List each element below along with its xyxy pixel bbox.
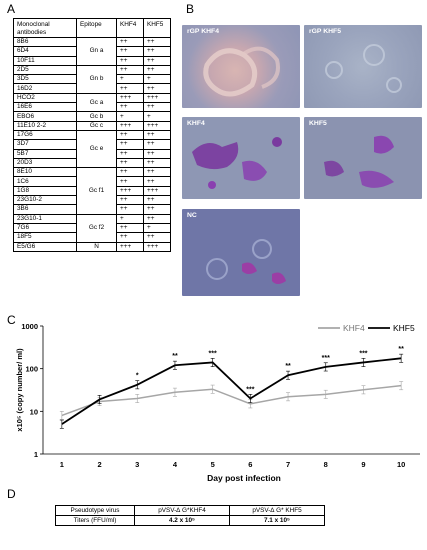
y-tick-label: 1000 (21, 322, 38, 331)
table-row: EBO6 Gc b + + (13, 111, 171, 122)
table-row: 17G6 Gc e ++ ++ (13, 129, 171, 169)
x-tick-label: 7 (286, 460, 290, 469)
x-tick-label: 5 (211, 460, 215, 469)
cell-texture (325, 44, 402, 93)
x-tick-label: 3 (135, 460, 139, 469)
antibody-epitope-table: Monoclonal antibodies Epitope KHF4 KHF5 … (13, 18, 171, 252)
panel-label-a: A (7, 2, 16, 16)
y-tick-label: 10 (30, 407, 38, 416)
micrograph-label: KHF5 (309, 120, 327, 127)
epitope-cell: Gn a (76, 37, 117, 66)
micrograph-label: rGP KHF5 (309, 28, 341, 35)
x-tick-label: 6 (248, 460, 252, 469)
significance-mark: *** (322, 355, 330, 362)
titer-label: Titers (FFU/ml) (55, 515, 135, 526)
epitope-cell: Gn b (76, 64, 117, 94)
table-row: HCO2 Gc a +++ +++ (13, 92, 171, 113)
titer-khf4: 4.2 x 10⁵ (134, 515, 230, 526)
table-row: E5/G6 N +++ +++ (13, 241, 171, 252)
table-row: 11E10 2-2 Gc c +++ +++ (13, 120, 171, 131)
epitope-cell: Gc b (76, 111, 117, 122)
epitope-cell: Gc e (76, 129, 117, 169)
epitope-cell: N (76, 241, 117, 252)
significance-mark: *** (209, 350, 217, 357)
titer-khf5: 7.1 x 10⁵ (229, 515, 325, 526)
micrograph-label: NC (187, 212, 197, 219)
table-row: 8B6 Gn a ++ ++ (13, 36, 171, 66)
header-khf5: KHF5 (143, 18, 171, 38)
micrograph-khf4: KHF4 (182, 117, 300, 199)
pseudotype-titer-table: Pseudotype virus pVSV-∆ G*KHF4 pVSV-∆ G*… (55, 505, 325, 526)
epitope-cell: Gc f1 (76, 167, 117, 215)
epitope-cell: Gc a (76, 92, 117, 113)
panel-label-d: D (7, 487, 16, 501)
micrograph-rgp-khf5: rGP KHF5 (304, 25, 422, 108)
table-row: 2D5 Gn b ++ ++ (13, 64, 171, 94)
cell-texture (203, 46, 280, 97)
significance-mark: * (136, 373, 139, 380)
x-tick-label: 8 (324, 460, 328, 469)
header-khf4: KHF4 (116, 18, 144, 38)
table-row: 8E10 Gc f1 ++ ++ (13, 167, 171, 215)
epitope-cell: Gc f2 (76, 213, 117, 243)
x-tick-label: 10 (397, 460, 405, 469)
legend-label-khf4: KHF4 (343, 323, 365, 333)
panel-label-b: B (186, 2, 195, 16)
y-tick-label: 100 (25, 365, 38, 374)
micrograph-label: rGP KHF4 (187, 28, 219, 35)
header-pseudotype: Pseudotype virus (55, 505, 135, 516)
panel-label-c: C (7, 313, 16, 327)
x-tick-label: 1 (60, 460, 64, 469)
cell-texture (324, 135, 394, 188)
cell-texture (192, 137, 282, 189)
legend-label-khf5: KHF5 (393, 323, 415, 333)
y-tick-label: 1 (34, 450, 38, 459)
micrograph-rgp-khf4: rGP KHF4 (182, 25, 300, 108)
micrograph-label: KHF4 (187, 120, 205, 127)
header-khf4: pVSV-∆ G*KHF4 (134, 505, 230, 516)
header-epitope: Epitope (76, 18, 117, 38)
significance-mark: ** (285, 363, 291, 370)
x-tick-label: 2 (97, 460, 101, 469)
significance-mark: *** (246, 386, 254, 393)
table-row: 23G10-1 Gc f2 + ++ (13, 213, 171, 243)
y-axis-label: x10⁵ (copy number/ ml) (15, 348, 24, 432)
significance-mark: *** (359, 350, 367, 357)
header-antibodies: Monoclonal antibodies (13, 18, 77, 38)
x-tick-label: 9 (361, 460, 365, 469)
header-khf5: pVSV-∆ G* KHF5 (229, 505, 325, 516)
x-tick-label: 4 (173, 460, 178, 469)
series-line-khf4 (61, 384, 402, 417)
significance-mark: ** (172, 353, 178, 360)
epitope-cell: Gc c (76, 120, 117, 131)
cell-texture (206, 239, 286, 284)
x-axis-label: Day post infection (207, 473, 281, 483)
series-line-khf5 (61, 357, 402, 425)
micrograph-khf5: KHF5 (304, 117, 422, 199)
significance-mark: ** (398, 346, 404, 353)
micrograph-nc: NC (182, 209, 300, 296)
